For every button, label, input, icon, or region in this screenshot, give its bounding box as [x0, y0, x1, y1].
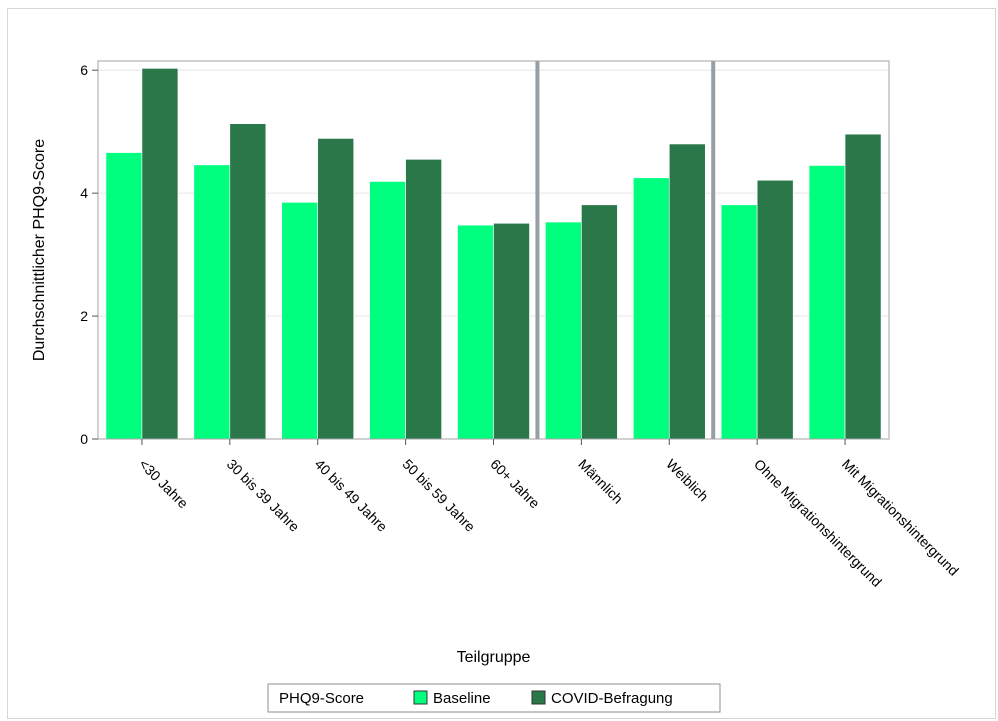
y-tick-label: 4 — [80, 185, 88, 201]
bars — [105, 68, 882, 440]
bar-baseline-60-jahre — [457, 224, 494, 440]
legend-box — [267, 683, 721, 713]
y-axis-ticks: 0 2 4 6 — [80, 62, 98, 447]
legend-swatch-baseline — [413, 690, 428, 705]
bar-covid-befragung-30-bis-39-jahre — [229, 123, 267, 440]
group-separators — [535, 61, 716, 439]
bar-baseline-30-jahre — [105, 152, 143, 440]
bar-baseline-weiblich — [632, 177, 670, 440]
bar-covid-befragung-30-jahre — [141, 68, 179, 440]
bar-baseline-50-bis-59-jahre — [369, 181, 406, 440]
x-tick-label: Männlich — [575, 456, 626, 507]
y-tick-label: 2 — [80, 308, 88, 324]
y-axis-title: Durchschnittlicher PHQ9-Score — [31, 139, 48, 361]
x-tick-label: <30 Jahre — [136, 456, 192, 512]
bar-baseline-mit-migrationshintergrund — [808, 165, 846, 440]
x-tick-label: Weiblich — [663, 456, 712, 505]
bar-baseline-männlich — [545, 221, 582, 440]
x-tick-label: 60+ Jahre — [487, 456, 543, 512]
legend-label-covid-befragung: COVID-Befragung — [551, 690, 673, 707]
legend-swatch-covid-befragung — [531, 690, 546, 705]
x-axis-ticks: <30 Jahre 30 bis 39 Jahre 40 bis 49 Jahre 5… — [136, 439, 962, 590]
bar-covid-befragung-60-jahre — [493, 222, 530, 440]
bar-covid-befragung-50-bis-59-jahre — [405, 159, 442, 440]
bar-covid-befragung-ohne-migrationshintergrund — [756, 179, 794, 440]
bar-baseline-40-bis-49-jahre — [281, 202, 319, 440]
bar-covid-befragung-mit-migrationshintergrund — [844, 133, 882, 440]
y-tick-label: 0 — [80, 431, 88, 447]
bar-covid-befragung-40-bis-49-jahre — [317, 138, 355, 440]
x-tick-label: 40 bis 49 Jahre — [312, 456, 391, 535]
bar-covid-befragung-weiblich — [668, 143, 706, 440]
bar-baseline-30-bis-39-jahre — [193, 164, 231, 440]
x-axis-title: Teilgruppe — [457, 649, 531, 666]
bar-baseline-ohne-migrationshintergrund — [720, 204, 758, 440]
bar-covid-befragung-männlich — [581, 204, 618, 440]
x-tick-label: 50 bis 59 Jahre — [399, 456, 478, 535]
y-tick-label: 6 — [80, 62, 88, 78]
x-tick-label: 30 bis 39 Jahre — [224, 456, 303, 535]
legend-title: PHQ9-Score — [279, 690, 364, 707]
legend: PHQ9-Score Baseline COVID-Befragung — [267, 683, 721, 713]
legend-label-baseline: Baseline — [433, 690, 491, 707]
